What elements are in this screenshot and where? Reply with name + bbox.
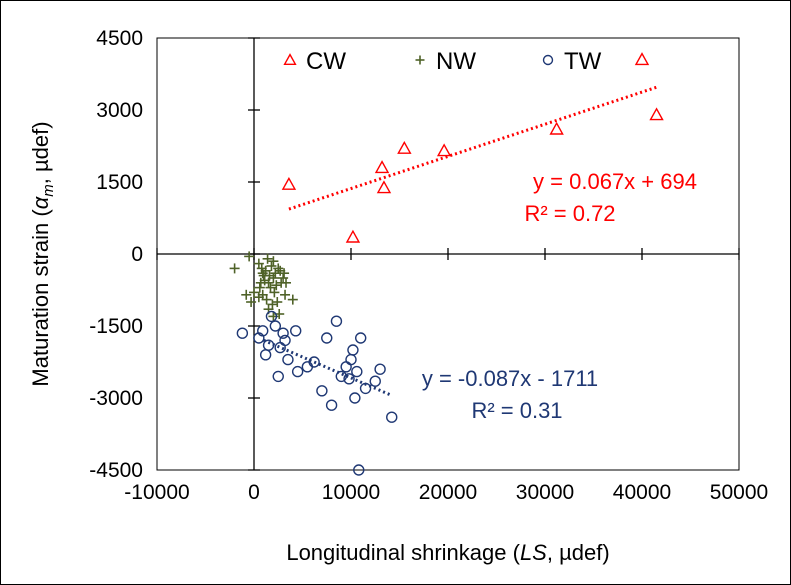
tw-point (265, 310, 278, 323)
legend-tw-marker (542, 54, 554, 66)
x-axis-title-part-1: Longitudinal shrinkage ( (286, 540, 520, 565)
nw-point (255, 277, 266, 288)
cw-point (374, 160, 390, 174)
x-tick-label: 40000 (613, 481, 671, 504)
cw-point (376, 180, 392, 194)
tw-point (335, 370, 347, 383)
cw-point (281, 176, 297, 190)
tw-point (308, 356, 320, 368)
y-tick-label: -4500 (89, 459, 143, 482)
y-tick-label: 1500 (96, 171, 143, 194)
y-tick-label: 3000 (96, 99, 143, 122)
tw-point (330, 315, 343, 327)
nw-point (241, 289, 252, 300)
tw-point (321, 332, 333, 344)
x-tick-label: 30000 (516, 481, 574, 504)
nw-point (264, 270, 275, 281)
legend-tw-label: TW (564, 48, 602, 75)
nw-point (262, 253, 273, 264)
tw-point (236, 327, 249, 339)
legend-nw-label: NW (436, 48, 476, 75)
nw-point (229, 263, 240, 274)
tw-point (369, 375, 381, 387)
y-tick-label: -1500 (89, 315, 143, 338)
tw-point (374, 363, 386, 375)
tw-point (291, 365, 304, 378)
y-tick-label: 0 (131, 243, 143, 266)
data-points (229, 52, 664, 476)
tw-point (347, 344, 359, 356)
tw-point (279, 334, 291, 347)
legend-cw-marker (283, 53, 297, 66)
y-tick-label: -3000 (89, 387, 143, 410)
y-axis-title-part-2: , µdef) (28, 121, 53, 184)
legend-cw-label: CW (306, 48, 346, 75)
nw-point (246, 297, 257, 307)
tw-point (272, 370, 284, 383)
tw-point (359, 382, 372, 395)
cw-point (345, 229, 361, 243)
tw-point (353, 464, 365, 476)
tw-point (269, 320, 282, 332)
nw-point (271, 280, 282, 291)
nw-point (267, 299, 278, 310)
x-tick-label: -10000 (124, 481, 189, 504)
nw-point (287, 294, 298, 305)
x-axis-title-symbol: LS (520, 540, 547, 565)
nw-point (273, 263, 284, 274)
tw-point (351, 365, 363, 378)
y-axis-title-part-1: Maturation strain ( (28, 209, 53, 387)
nw-point (269, 287, 280, 298)
x-tick-label: 0 (248, 481, 260, 504)
nw-point (257, 268, 268, 279)
tw-point (325, 399, 338, 411)
tw-point (282, 353, 294, 366)
tw-point (316, 385, 328, 397)
tick-labels: -10000 0 10000 20000 30000 40000 50000-4500-30… (89, 27, 768, 504)
y-axis-title-symbol: α (28, 195, 53, 209)
nw-point (268, 256, 279, 267)
nw-point (249, 287, 259, 298)
cw-point (634, 52, 650, 66)
tw-point (290, 325, 302, 337)
nw-point (261, 294, 272, 305)
legend: CW NW TW (283, 48, 602, 75)
nw-point (281, 277, 292, 288)
nw-point (266, 261, 277, 271)
tw-point (349, 392, 361, 404)
nw-point (253, 292, 264, 303)
x-tick-label: 20000 (419, 481, 477, 504)
cw-equation: y = 0.067x + 694 (533, 169, 697, 194)
tw-point (343, 373, 355, 385)
cw-point (397, 140, 412, 154)
tw-point (277, 327, 289, 339)
legend-nw-marker (415, 55, 425, 65)
cw-point (436, 143, 452, 157)
tw-point (262, 339, 275, 351)
x-axis-title-part-2: , µdef) (547, 540, 610, 565)
tw-r-squared: R² = 0.31 (471, 398, 562, 423)
equations: y = 0.067x + 694 R² = 0.72 y = -0.087x - 1… (422, 169, 697, 423)
nw-point (244, 251, 255, 262)
y-axis-title-subscript: m (40, 184, 57, 197)
nw-point (272, 297, 283, 307)
tw-point (257, 325, 269, 337)
nw-point (254, 282, 265, 293)
nw-point (279, 268, 290, 279)
cw-point (549, 121, 564, 135)
nw-point (280, 289, 291, 300)
cw-r-squared: R² = 0.72 (524, 201, 615, 226)
x-axis-title: Longitudinal shrinkage (LS, µdef) (286, 540, 609, 565)
cw-point (649, 107, 664, 121)
axes (156, 37, 740, 471)
tw-point (355, 332, 367, 344)
y-tick-label: 4500 (96, 27, 143, 50)
tw-equation: y = -0.087x - 1711 (422, 366, 598, 391)
tw-point (386, 411, 398, 423)
x-tick-label: 10000 (322, 481, 380, 504)
x-tick-label: 50000 (710, 481, 768, 504)
y-axis-title: Maturation strain (αm, µdef) (28, 121, 57, 386)
